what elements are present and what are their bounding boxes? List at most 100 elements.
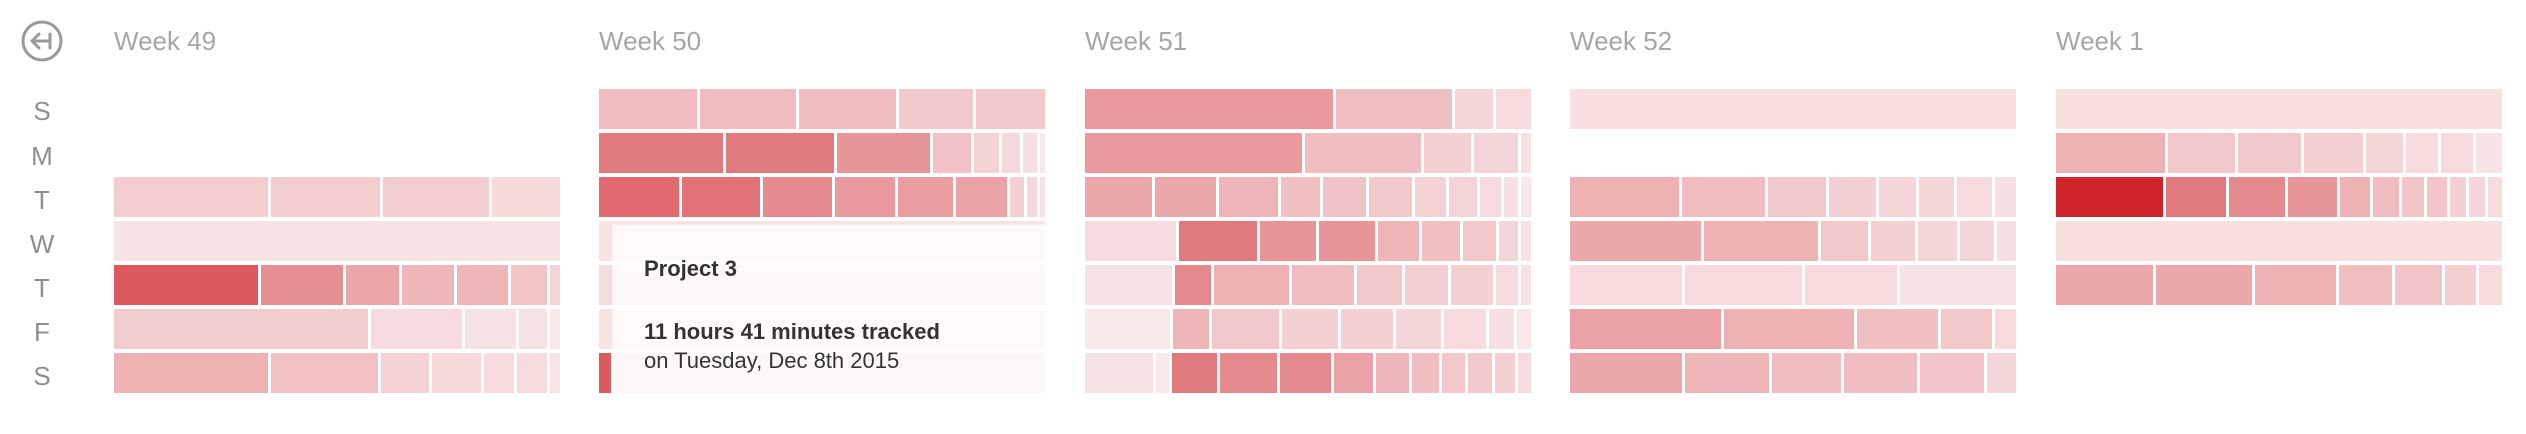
time-entry-segment[interactable] (1282, 309, 1338, 349)
time-entry-segment[interactable] (1442, 353, 1466, 393)
time-entry-segment[interactable] (2395, 265, 2442, 305)
time-entry-segment[interactable] (1305, 133, 1422, 173)
week-title[interactable]: Week 51 (1085, 26, 1188, 56)
time-entry-segment[interactable] (1027, 177, 1037, 217)
time-entry-segment[interactable] (1494, 353, 1515, 393)
time-entry-segment[interactable] (1917, 221, 1958, 261)
time-entry-segment[interactable] (260, 265, 344, 305)
time-entry-segment[interactable] (2340, 177, 2370, 217)
time-entry-segment[interactable] (464, 309, 517, 349)
time-entry-segment[interactable] (2165, 177, 2227, 217)
time-entry-segment[interactable] (1411, 353, 1440, 393)
time-entry-segment[interactable] (1395, 309, 1441, 349)
time-entry-segment[interactable] (270, 353, 379, 393)
time-entry-segment[interactable] (2056, 133, 2166, 173)
time-entry-segment[interactable] (1480, 177, 1502, 217)
time-entry-segment[interactable] (2441, 133, 2474, 173)
time-entry-segment[interactable] (1496, 89, 1531, 129)
time-entry-segment[interactable] (114, 265, 258, 305)
time-entry-segment[interactable] (1997, 221, 2016, 261)
time-entry-segment[interactable] (1172, 309, 1209, 349)
time-entry-segment[interactable] (599, 177, 680, 217)
time-entry-segment[interactable] (1940, 309, 1992, 349)
time-entry-segment[interactable] (1376, 353, 1409, 393)
time-entry-segment[interactable] (1570, 89, 2016, 129)
time-entry-segment[interactable] (1570, 177, 1679, 217)
time-entry-segment[interactable] (1218, 177, 1278, 217)
time-entry-segment[interactable] (2056, 221, 2502, 261)
time-entry-segment[interactable] (1856, 309, 1938, 349)
time-entry-segment[interactable] (2056, 265, 2153, 305)
time-entry-segment[interactable] (1570, 265, 1682, 305)
time-entry-segment[interactable] (1685, 353, 1770, 393)
time-entry-segment[interactable] (1685, 265, 1802, 305)
time-entry-segment[interactable] (898, 89, 974, 129)
time-entry-segment[interactable] (1767, 177, 1826, 217)
time-entry-segment[interactable] (432, 353, 481, 393)
time-entry-segment[interactable] (1405, 265, 1448, 305)
time-entry-segment[interactable] (1085, 177, 1153, 217)
time-entry-segment[interactable] (402, 265, 454, 305)
week-title[interactable]: Week 50 (599, 26, 702, 56)
time-entry-segment[interactable] (1178, 221, 1257, 261)
time-entry-segment[interactable] (1334, 353, 1374, 393)
time-entry-segment[interactable] (1155, 353, 1170, 393)
time-entry-segment[interactable] (1878, 177, 1916, 217)
time-entry-segment[interactable] (1499, 221, 1519, 261)
time-entry-segment[interactable] (1994, 177, 2016, 217)
time-entry-segment[interactable] (1040, 133, 1045, 173)
time-entry-segment[interactable] (2238, 133, 2301, 173)
time-entry-segment[interactable] (549, 265, 560, 305)
week-title[interactable]: Week 52 (1570, 26, 1673, 56)
time-entry-segment[interactable] (1211, 309, 1280, 349)
time-entry-segment[interactable] (1010, 177, 1025, 217)
time-entry-segment[interactable] (599, 133, 723, 173)
time-entry-segment[interactable] (699, 89, 797, 129)
time-entry-segment[interactable] (2365, 133, 2404, 173)
week-title[interactable]: Week 1 (2056, 26, 2144, 56)
time-entry-segment[interactable] (1085, 353, 1153, 393)
time-entry-segment[interactable] (1919, 353, 1984, 393)
time-entry-segment[interactable] (1280, 353, 1332, 393)
time-entry-segment[interactable] (2288, 177, 2338, 217)
time-entry-segment[interactable] (897, 177, 953, 217)
time-entry-segment[interactable] (1994, 309, 2016, 349)
time-entry-segment[interactable] (456, 265, 508, 305)
time-entry-segment[interactable] (1424, 133, 1471, 173)
time-entry-segment[interactable] (1449, 177, 1478, 217)
time-entry-segment[interactable] (1496, 265, 1519, 305)
time-entry-segment[interactable] (2468, 177, 2485, 217)
time-entry-segment[interactable] (371, 309, 462, 349)
time-entry-segment[interactable] (1805, 265, 1897, 305)
time-entry-segment[interactable] (492, 177, 560, 217)
time-entry-segment[interactable] (2155, 265, 2252, 305)
time-entry-segment[interactable] (1900, 265, 2016, 305)
time-entry-segment[interactable] (1002, 133, 1020, 173)
time-entry-segment[interactable] (1369, 177, 1412, 217)
time-entry-segment[interactable] (1085, 221, 1176, 261)
time-entry-segment[interactable] (1843, 353, 1917, 393)
time-entry-segment[interactable] (1504, 177, 1519, 217)
time-entry-segment[interactable] (1172, 353, 1217, 393)
time-entry-segment[interactable] (762, 177, 833, 217)
time-entry-segment[interactable] (516, 353, 547, 393)
time-entry-segment[interactable] (1443, 309, 1487, 349)
time-entry-segment[interactable] (1681, 177, 1765, 217)
time-entry-segment[interactable] (2254, 265, 2337, 305)
time-entry-segment[interactable] (2406, 133, 2439, 173)
time-entry-segment[interactable] (1570, 221, 1702, 261)
time-entry-segment[interactable] (1340, 309, 1393, 349)
time-entry-segment[interactable] (346, 265, 400, 305)
time-entry-segment[interactable] (1570, 353, 1683, 393)
time-entry-segment[interactable] (381, 353, 430, 393)
time-entry-segment[interactable] (1319, 221, 1375, 261)
time-entry-segment[interactable] (2402, 177, 2424, 217)
time-entry-segment[interactable] (2487, 177, 2502, 217)
time-entry-segment[interactable] (2372, 177, 2400, 217)
time-entry-segment[interactable] (933, 133, 971, 173)
time-entry-segment[interactable] (1377, 221, 1419, 261)
time-entry-segment[interactable] (955, 177, 1008, 217)
time-entry-segment[interactable] (1085, 265, 1172, 305)
time-entry-segment[interactable] (2449, 177, 2466, 217)
time-entry-segment[interactable] (1870, 221, 1915, 261)
